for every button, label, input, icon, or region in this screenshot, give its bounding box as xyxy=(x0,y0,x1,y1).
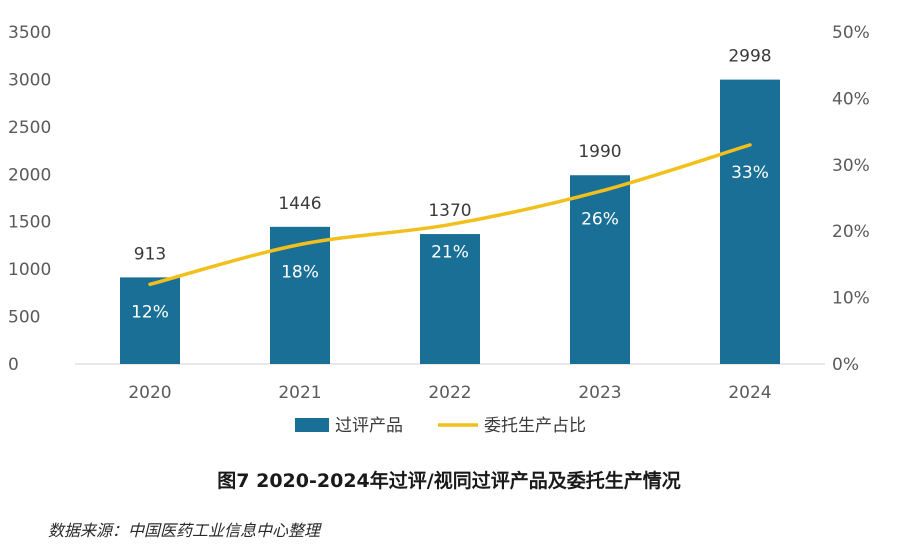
bar xyxy=(420,234,480,364)
bar-series: 913 1446 1370 1990 2998 xyxy=(120,47,780,364)
left-axis: 0 500 1000 1500 2000 2500 3000 3500 xyxy=(8,23,51,375)
left-tick-label: 1000 xyxy=(8,260,51,280)
right-axis: 0% 10% 20% 30% 40% 50% xyxy=(832,23,870,375)
line-value-label: 26% xyxy=(581,209,619,229)
right-tick-label: 10% xyxy=(832,289,870,309)
left-tick-label: 500 xyxy=(8,308,40,328)
left-tick-label: 2000 xyxy=(8,165,51,185)
legend-line-label: 委托生产占比 xyxy=(484,416,586,436)
x-tick-label: 2021 xyxy=(278,383,321,403)
right-tick-label: 30% xyxy=(832,156,870,176)
chart-title: 图7 2020-2024年过评/视同过评产品及委托生产情况 xyxy=(217,470,681,492)
bar-value-label: 1370 xyxy=(428,201,471,221)
left-tick-label: 0 xyxy=(8,355,19,375)
x-axis: 2020 2021 2022 2023 2024 xyxy=(128,383,771,403)
bar-value-label: 913 xyxy=(134,244,166,264)
bar xyxy=(720,79,780,364)
right-tick-label: 20% xyxy=(832,222,870,242)
x-tick-label: 2023 xyxy=(578,383,621,403)
share-line xyxy=(148,143,752,287)
left-tick-label: 3000 xyxy=(8,70,51,90)
line-series: 12% 18% 21% 26% 33% xyxy=(131,143,769,322)
bar xyxy=(570,175,630,364)
bar-value-label: 2998 xyxy=(728,47,771,67)
line-value-label: 33% xyxy=(731,163,769,183)
line-value-label: 18% xyxy=(281,262,319,282)
bar-value-label: 1990 xyxy=(578,142,621,162)
legend: 过评产品 委托生产占比 xyxy=(295,416,586,436)
x-tick-label: 2020 xyxy=(128,383,171,403)
left-tick-label: 1500 xyxy=(8,213,51,233)
left-tick-label: 2500 xyxy=(8,118,51,138)
right-tick-label: 0% xyxy=(832,355,859,375)
right-tick-label: 40% xyxy=(832,89,870,109)
legend-bar-label: 过评产品 xyxy=(335,416,403,436)
x-tick-label: 2024 xyxy=(728,383,771,403)
left-tick-label: 3500 xyxy=(8,23,51,43)
right-tick-label: 50% xyxy=(832,23,870,43)
line-value-label: 21% xyxy=(431,243,469,263)
line-value-label: 12% xyxy=(131,302,169,322)
bar xyxy=(120,277,180,364)
x-tick-label: 2022 xyxy=(428,383,471,403)
bar-value-label: 1446 xyxy=(278,194,321,214)
data-source: 数据来源：中国医药工业信息中心整理 xyxy=(48,521,321,540)
combo-chart: 0 500 1000 1500 2000 2500 3000 3500 0% 10% 20% 30%… xyxy=(8,23,870,436)
legend-bar-swatch xyxy=(295,418,329,432)
